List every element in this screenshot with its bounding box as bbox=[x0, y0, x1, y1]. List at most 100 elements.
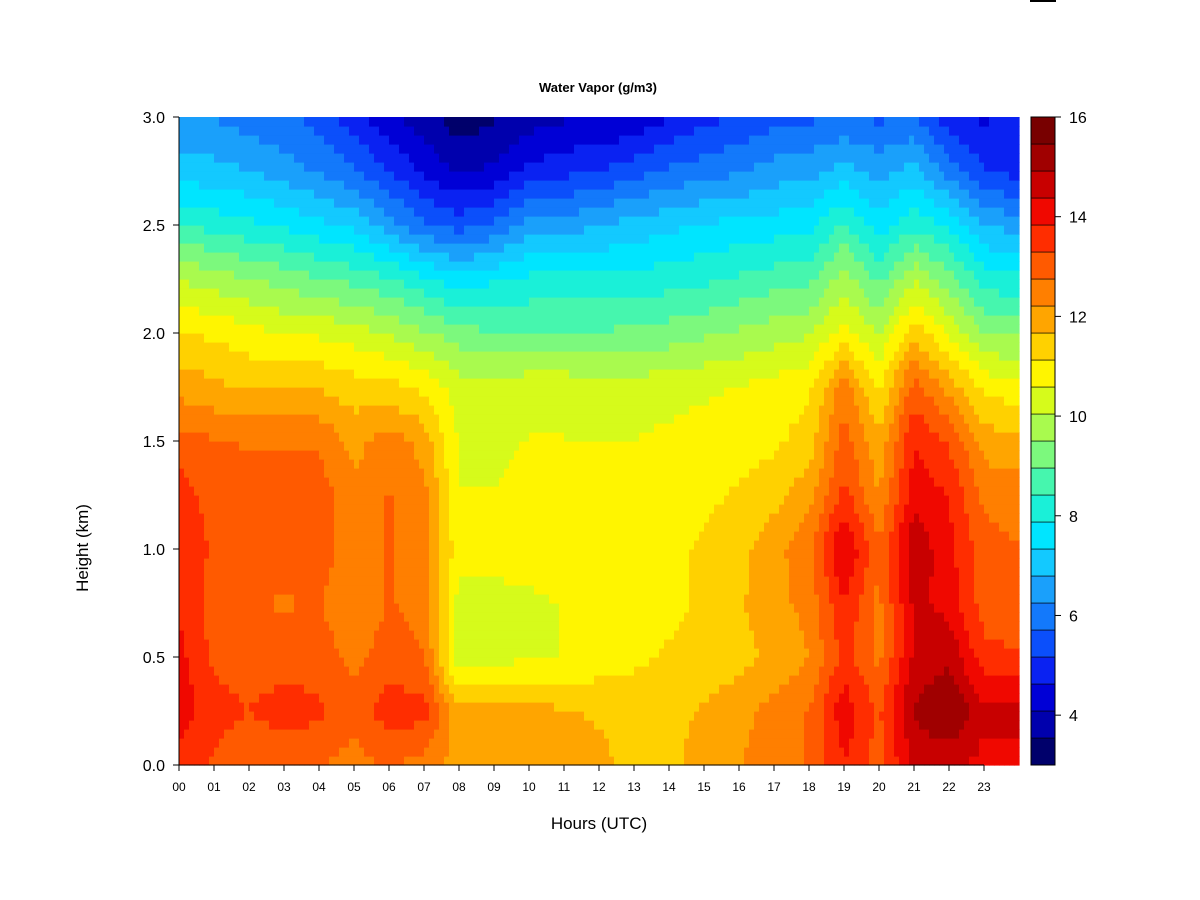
heatmap-cell bbox=[289, 459, 295, 469]
heatmap-cell bbox=[424, 630, 430, 640]
heatmap-cell bbox=[419, 675, 425, 685]
heatmap-cell bbox=[319, 675, 325, 685]
heatmap-cell bbox=[219, 495, 225, 505]
heatmap-cell bbox=[509, 432, 515, 442]
heatmap-cell bbox=[489, 729, 495, 739]
heatmap-cell bbox=[284, 351, 290, 361]
heatmap-cell bbox=[204, 423, 210, 433]
heatmap-cell bbox=[309, 405, 315, 415]
heatmap-cell bbox=[444, 657, 450, 667]
heatmap-cell bbox=[184, 171, 190, 181]
heatmap-cell bbox=[399, 522, 405, 532]
heatmap-cell bbox=[354, 198, 360, 208]
heatmap-cell bbox=[434, 441, 440, 451]
heatmap-cell bbox=[429, 603, 435, 613]
heatmap-cell bbox=[289, 360, 295, 370]
heatmap-cell bbox=[199, 387, 205, 397]
heatmap-cell bbox=[279, 639, 285, 649]
heatmap-cell bbox=[254, 171, 260, 181]
heatmap-cell bbox=[229, 495, 235, 505]
heatmap-cell bbox=[509, 603, 515, 613]
heatmap-cell bbox=[379, 351, 385, 361]
heatmap-cell bbox=[379, 594, 385, 604]
heatmap-cell bbox=[179, 684, 185, 694]
heatmap-cell bbox=[514, 567, 520, 577]
heatmap-cell bbox=[464, 441, 470, 451]
heatmap-cell bbox=[274, 126, 280, 136]
heatmap-cell bbox=[294, 468, 300, 478]
heatmap-cell bbox=[394, 315, 400, 325]
heatmap-cell bbox=[329, 675, 335, 685]
heatmap-cell bbox=[334, 378, 340, 388]
heatmap-cell bbox=[234, 180, 240, 190]
heatmap-cell bbox=[434, 369, 440, 379]
heatmap-cell bbox=[454, 468, 460, 478]
heatmap-cell bbox=[209, 693, 215, 703]
heatmap-cell bbox=[229, 243, 235, 253]
heatmap-cell bbox=[259, 639, 265, 649]
heatmap-cell bbox=[509, 162, 515, 172]
heatmap-cell bbox=[314, 297, 320, 307]
heatmap-cell bbox=[179, 558, 185, 568]
heatmap-cell bbox=[314, 153, 320, 163]
heatmap-cell bbox=[194, 504, 200, 514]
heatmap-cell bbox=[334, 153, 340, 163]
heatmap-cell bbox=[319, 738, 325, 748]
heatmap-cell bbox=[409, 270, 415, 280]
heatmap-cell bbox=[414, 162, 420, 172]
heatmap-cell bbox=[424, 135, 430, 145]
heatmap-cell bbox=[399, 117, 405, 127]
heatmap-cell bbox=[444, 279, 450, 289]
heatmap-cell bbox=[304, 567, 310, 577]
heatmap-cell bbox=[254, 522, 260, 532]
heatmap-cell bbox=[279, 279, 285, 289]
heatmap-cell bbox=[269, 126, 275, 136]
heatmap-cell bbox=[349, 117, 355, 127]
heatmap-cell bbox=[509, 378, 515, 388]
heatmap-cell bbox=[514, 333, 520, 343]
heatmap-cell bbox=[499, 459, 505, 469]
heatmap-cell bbox=[464, 153, 470, 163]
heatmap-cell bbox=[379, 378, 385, 388]
heatmap-cell bbox=[449, 243, 455, 253]
heatmap-cell bbox=[479, 531, 485, 541]
heatmap-cell bbox=[354, 720, 360, 730]
heatmap-cell bbox=[279, 396, 285, 406]
heatmap-cell bbox=[224, 297, 230, 307]
heatmap-cell bbox=[424, 432, 430, 442]
heatmap-cell bbox=[419, 243, 425, 253]
heatmap-cell bbox=[194, 216, 200, 226]
heatmap-cell bbox=[259, 369, 265, 379]
heatmap-cell bbox=[239, 756, 245, 766]
heatmap-cell bbox=[274, 342, 280, 352]
heatmap-cell bbox=[214, 351, 220, 361]
heatmap-cell bbox=[449, 333, 455, 343]
heatmap-cell bbox=[499, 234, 505, 244]
heatmap-cell bbox=[224, 324, 230, 334]
heatmap-cell bbox=[364, 468, 370, 478]
heatmap-cell bbox=[184, 324, 190, 334]
heatmap-cell bbox=[459, 369, 465, 379]
heatmap-cell bbox=[449, 387, 455, 397]
heatmap-cell bbox=[199, 459, 205, 469]
heatmap-cell bbox=[274, 225, 280, 235]
heatmap-cell bbox=[219, 243, 225, 253]
heatmap-cell bbox=[254, 270, 260, 280]
heatmap-cell bbox=[384, 594, 390, 604]
heatmap-cell bbox=[334, 531, 340, 541]
heatmap-cell bbox=[484, 612, 490, 622]
heatmap-cell bbox=[379, 729, 385, 739]
heatmap-cell bbox=[269, 657, 275, 667]
heatmap-cell bbox=[339, 234, 345, 244]
heatmap-cell bbox=[364, 162, 370, 172]
heatmap-cell bbox=[389, 729, 395, 739]
heatmap-cell bbox=[224, 621, 230, 631]
heatmap-cell bbox=[249, 486, 255, 496]
heatmap-cell bbox=[264, 693, 270, 703]
heatmap-cell bbox=[329, 252, 335, 262]
heatmap-cell bbox=[349, 540, 355, 550]
heatmap-cell bbox=[284, 603, 290, 613]
heatmap-cell bbox=[334, 261, 340, 271]
heatmap-cell bbox=[479, 711, 485, 721]
heatmap-cell bbox=[224, 513, 230, 523]
